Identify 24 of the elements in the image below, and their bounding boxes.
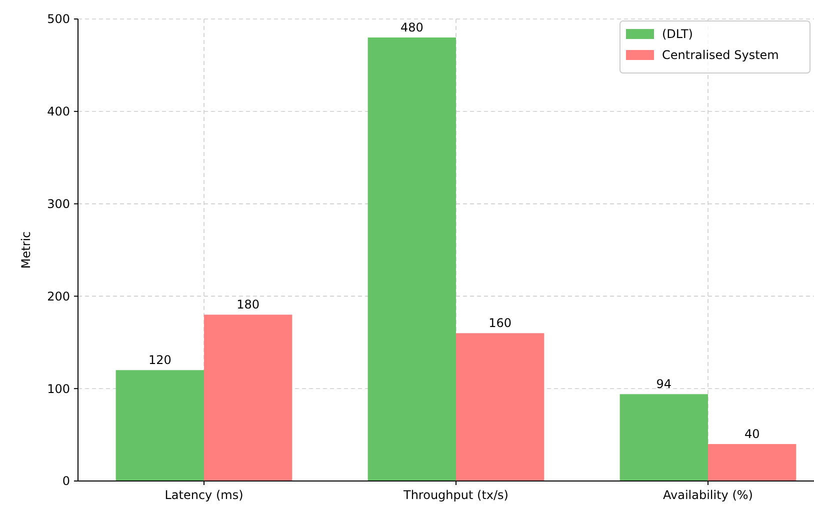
y-tick-label: 500 <box>47 12 70 26</box>
data-label: 120 <box>148 353 172 368</box>
x-tick-label: Latency (ms) <box>164 488 244 502</box>
bar <box>116 370 204 481</box>
y-axis-title: Metric <box>19 231 33 269</box>
y-tick-label: 400 <box>47 104 70 119</box>
bar <box>708 444 796 481</box>
legend-label: (DLT) <box>662 27 693 42</box>
bar <box>204 314 292 481</box>
data-label: 94 <box>656 377 672 392</box>
y-tick-label: 300 <box>47 197 70 211</box>
y-tick-label: 100 <box>47 382 70 396</box>
y-tick-label: 200 <box>47 289 70 304</box>
x-tick-label: Throughput (tx/s) <box>402 488 508 502</box>
bar <box>620 394 708 481</box>
legend-label: Centralised System <box>662 48 779 62</box>
data-label: 480 <box>400 20 424 34</box>
y-tick-label: 0 <box>62 474 70 488</box>
bar <box>456 333 544 481</box>
bar <box>368 37 456 481</box>
x-tick-label: Availability (%) <box>663 488 753 502</box>
data-label: 180 <box>236 298 260 312</box>
data-label: 160 <box>488 316 512 330</box>
data-label: 40 <box>744 427 760 442</box>
